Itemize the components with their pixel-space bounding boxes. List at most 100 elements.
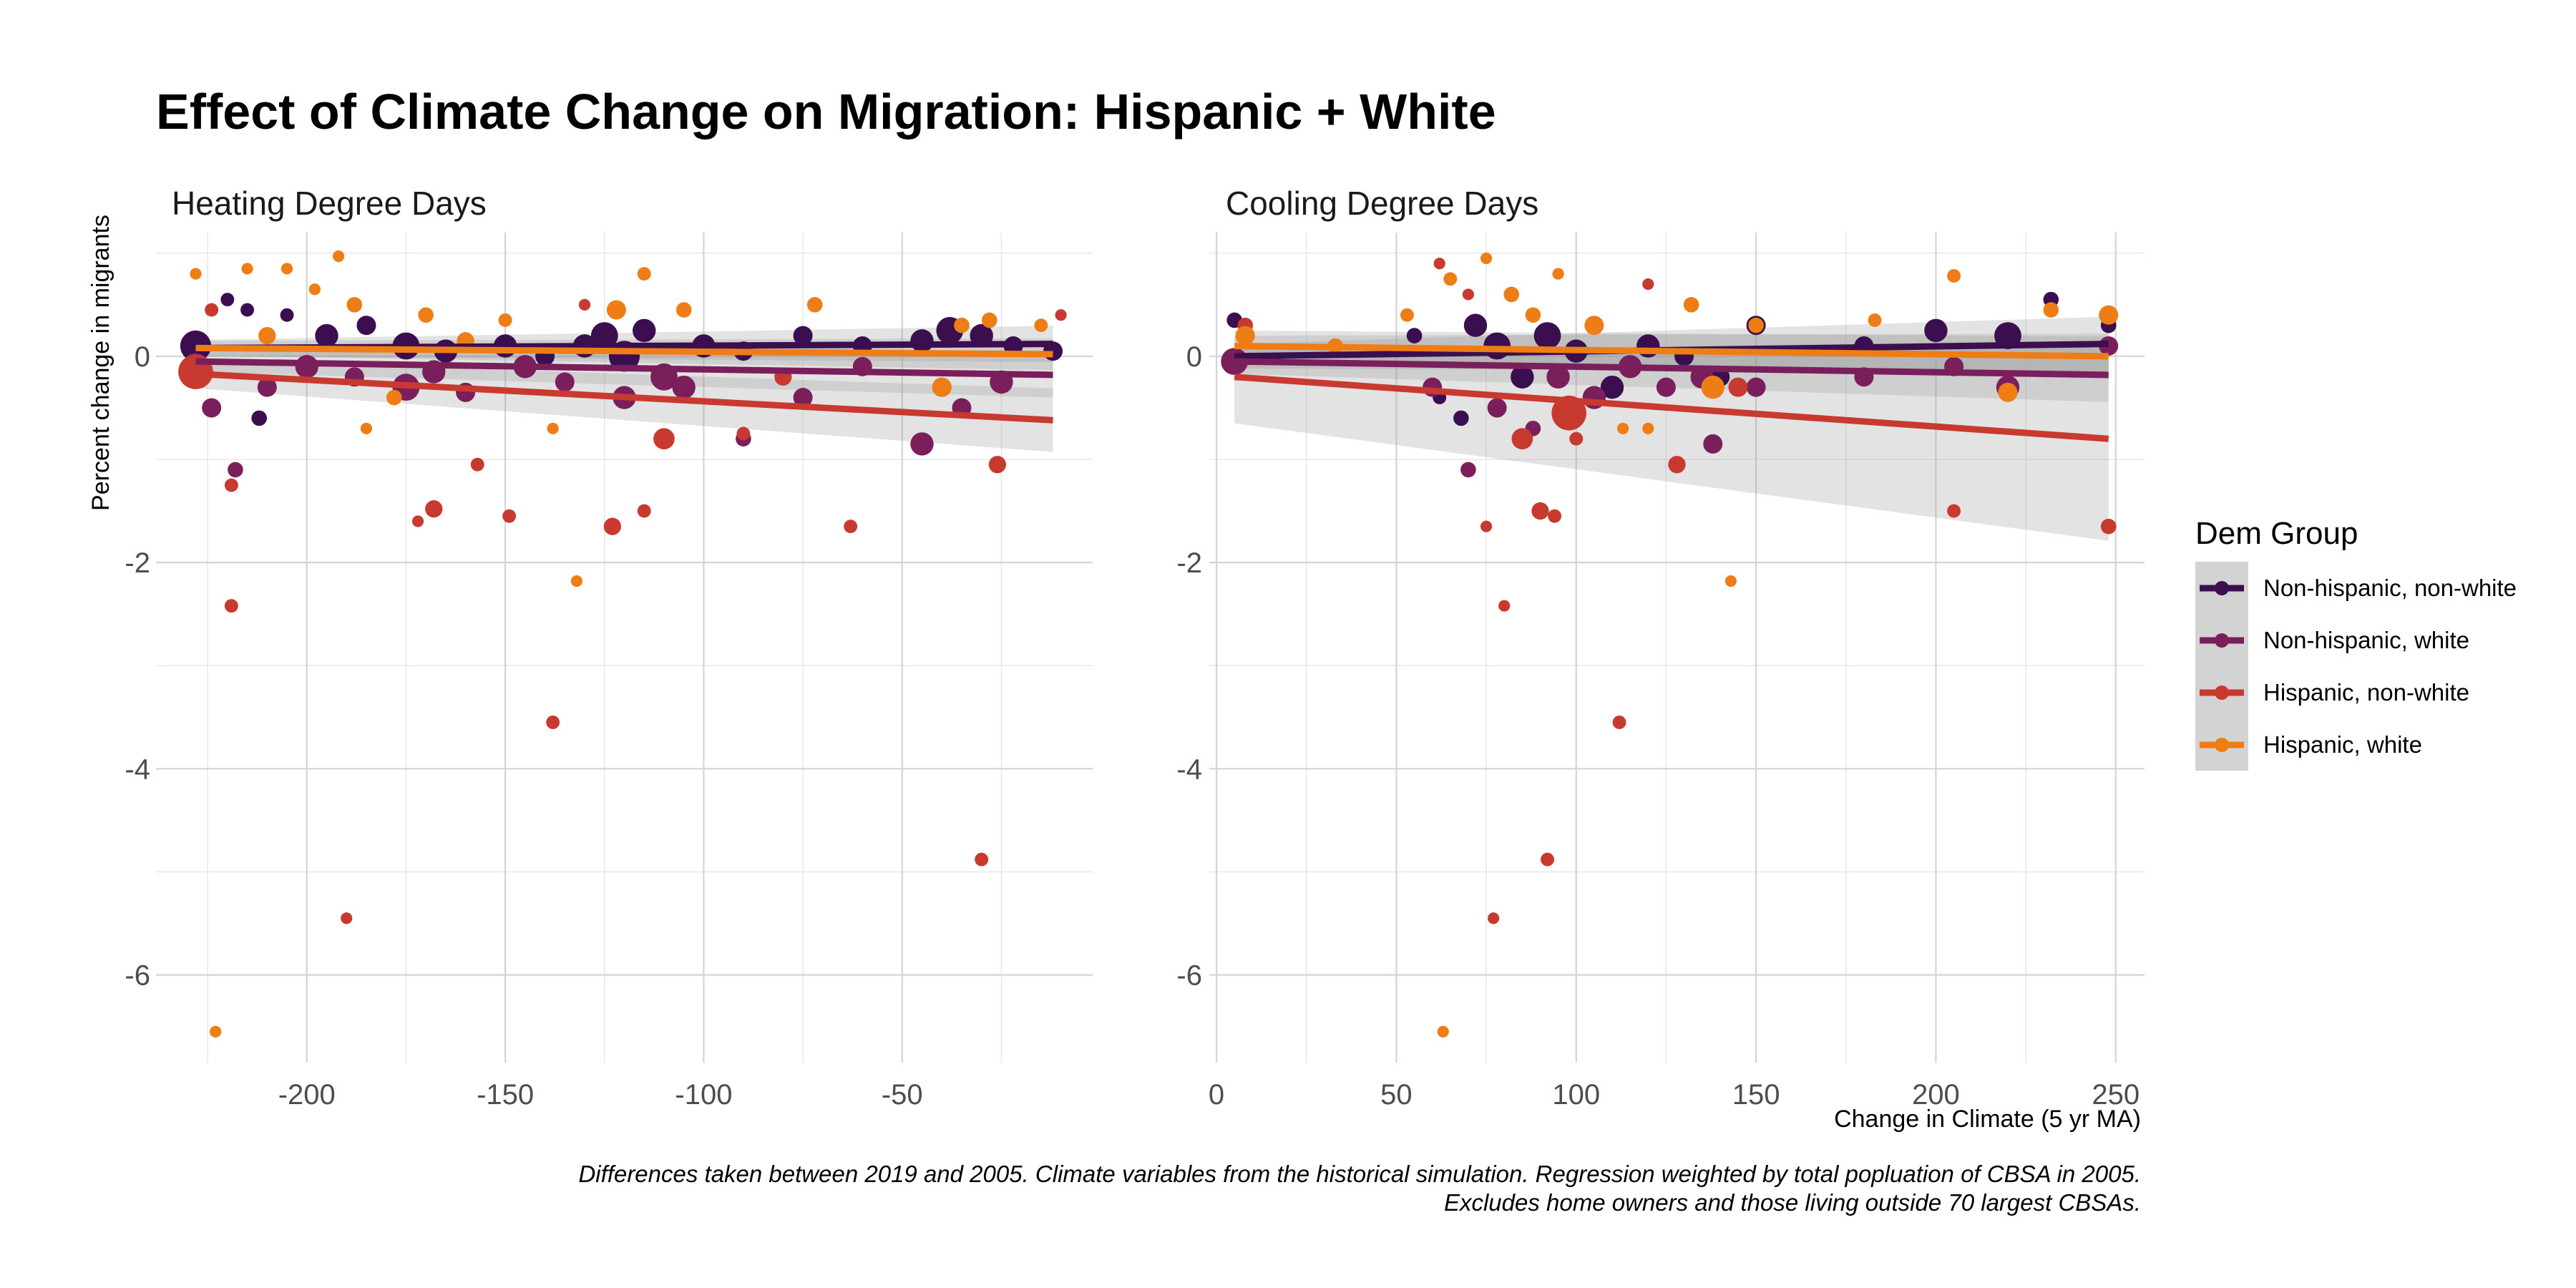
- data-point: [502, 509, 517, 523]
- data-point: [736, 426, 751, 441]
- legend-key-point: [2215, 686, 2229, 700]
- data-point: [1437, 1025, 1449, 1038]
- data-point: [1498, 600, 1511, 612]
- x-tick-label: 0: [1209, 1079, 1224, 1111]
- data-point: [603, 517, 622, 535]
- y-tick-label: -4: [125, 753, 150, 785]
- facet-title: Heating Degree Days: [172, 185, 487, 222]
- x-tick-label: 250: [2092, 1079, 2140, 1111]
- data-point: [910, 432, 934, 456]
- y-axis-title: Percent change in migrants: [87, 215, 114, 511]
- fit-line: [195, 358, 1053, 379]
- data-point: [981, 312, 997, 328]
- legend-key-point: [2215, 738, 2229, 752]
- data-point: [547, 422, 559, 434]
- data-point: [570, 575, 583, 587]
- x-tick-label: 100: [1552, 1079, 1600, 1111]
- data-point: [2100, 518, 2117, 535]
- data-point: [1463, 313, 1488, 337]
- data-point: [1034, 318, 1048, 333]
- data-point: [1584, 316, 1604, 336]
- data-point: [1462, 288, 1475, 301]
- legend-title: Dem Group: [2195, 516, 2358, 551]
- data-point: [220, 293, 235, 307]
- data-point: [1642, 278, 1654, 291]
- legend-key-point: [2215, 581, 2229, 595]
- x-tick-label: 150: [1732, 1079, 1780, 1111]
- data-point: [2043, 302, 2059, 318]
- y-tick-label: 0: [135, 341, 150, 373]
- panel-heating-degree-days: Heating Degree Days -200 -150 -100 -50 0 -2 -4 -…: [125, 185, 1093, 1111]
- fit-line: [195, 344, 1053, 358]
- data-point: [1612, 716, 1626, 729]
- confidence-band: [1234, 316, 2109, 371]
- data-point: [1443, 272, 1458, 286]
- data-point: [251, 410, 268, 426]
- data-point: [1600, 375, 1624, 399]
- data-point: [1748, 317, 1764, 333]
- data-point: [205, 303, 219, 317]
- data-point: [1533, 322, 1561, 349]
- data-point: [280, 263, 293, 275]
- fit-line: [195, 370, 1053, 424]
- data-point: [844, 519, 858, 534]
- data-point: [606, 300, 626, 320]
- data-point: [1511, 428, 1533, 450]
- data-point: [1488, 912, 1500, 924]
- legend: Dem Group Non-hispanic, non-white Non-his…: [2195, 516, 2517, 771]
- legend-label: Hispanic, non-white: [2263, 679, 2469, 706]
- data-point: [1924, 318, 1948, 343]
- data-point: [240, 303, 255, 317]
- fit-line: [1234, 374, 2109, 442]
- data-point: [806, 297, 823, 313]
- data-point: [498, 313, 512, 327]
- chart-title: Effect of Climate Change on Migration: H…: [156, 84, 1496, 140]
- data-point: [295, 355, 318, 379]
- fit-line: [1234, 358, 2109, 379]
- data-point: [360, 422, 373, 434]
- data-point: [1531, 502, 1549, 520]
- y-tick-label: 0: [1186, 341, 1202, 373]
- x-tick-label: 200: [1912, 1079, 1960, 1111]
- data-point: [1642, 422, 1654, 434]
- data-point: [202, 398, 222, 418]
- data-point: [1868, 313, 1882, 327]
- data-point: [932, 377, 952, 397]
- x-axis-title: Change in Climate (5 yr MA): [1834, 1106, 2141, 1133]
- legend-label: Hispanic, white: [2263, 731, 2422, 758]
- legend-key-point: [2215, 633, 2229, 648]
- x-tick-label: -200: [278, 1079, 336, 1111]
- data-point: [411, 515, 424, 527]
- data-point: [1998, 382, 2018, 402]
- x-tick-label: -150: [477, 1079, 534, 1111]
- data-point: [1616, 422, 1629, 434]
- data-point: [1433, 258, 1445, 270]
- data-point: [210, 1025, 222, 1038]
- facet-title: Cooling Degree Days: [1226, 185, 1538, 222]
- data-point: [633, 318, 656, 343]
- data-point: [1055, 309, 1067, 321]
- caption-line-2: Excludes home owners and those living ou…: [1444, 1189, 2141, 1216]
- confidence-band: [1234, 330, 2109, 541]
- legend-label: Non-hispanic, non-white: [2263, 575, 2517, 601]
- y-tick-label: -4: [1176, 753, 1202, 785]
- data-point: [1406, 328, 1423, 343]
- data-point: [672, 375, 696, 399]
- data-point: [578, 298, 591, 311]
- data-point: [546, 716, 560, 729]
- data-point: [1569, 431, 1584, 446]
- data-point: [637, 504, 651, 518]
- data-point: [1541, 852, 1554, 867]
- data-point: [1947, 504, 1961, 518]
- data-point: [257, 377, 277, 397]
- data-point: [675, 302, 692, 318]
- data-point: [280, 308, 294, 322]
- data-point: [1487, 398, 1507, 418]
- caption-line-1: Differences taken between 2019 and 2005.…: [578, 1161, 2141, 1187]
- data-point: [1453, 410, 1469, 426]
- data-point: [1480, 252, 1493, 265]
- y-tick-label: -2: [1176, 547, 1202, 579]
- data-point: [1703, 434, 1723, 454]
- data-point: [241, 263, 253, 275]
- data-point: [418, 307, 434, 323]
